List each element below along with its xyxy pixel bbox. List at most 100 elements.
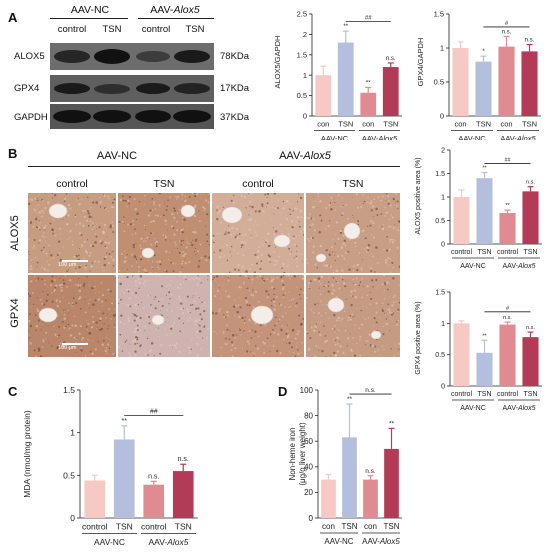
tissue-speckle [179,355,181,357]
tissue-speckle [335,295,338,299]
tissue-speckle [229,251,231,253]
tissue-speckle [114,275,116,277]
tissue-speckle [58,334,61,337]
tissue-speckle [344,325,346,328]
tissue-speckle [293,297,295,300]
tissue-speckle [34,197,37,200]
tissue-speckle [367,317,370,319]
tissue-speckle [346,218,349,220]
tissue-speckle [253,352,255,355]
tissue-speckle [92,303,95,306]
tissue-speckle [141,288,143,290]
tissue-speckle [228,338,231,340]
tissue-speckle [310,237,313,240]
tissue-speckle [103,323,105,325]
tissue-speckle [118,279,120,282]
tissue-speckle [144,353,147,356]
tissue-speckle [287,271,289,273]
tissue-speckle [65,193,68,195]
tissue-speckle [222,330,225,333]
tissue-speckle [317,312,321,315]
tissue-speckle [144,233,146,235]
tissue-speckle [194,320,197,323]
tissue-speckle [45,252,48,255]
significance-mark: n.s. [503,315,512,321]
tissue-speckle [196,193,199,195]
tissue-speckle [121,350,124,352]
tissue-speckle [36,309,40,313]
tissue-speckle [341,214,343,216]
tissue-speckle [298,253,301,256]
tissue-speckle [274,205,276,207]
tissue-speckle [49,222,52,225]
tissue-speckle [138,287,140,289]
tissue-speckle [32,225,35,228]
tissue-speckle [99,201,102,204]
comparison-mark: ## [150,408,158,415]
tissue-speckle [311,310,313,312]
tissue-speckle [80,244,84,247]
tissue-speckle [134,232,137,235]
tissue-speckle [33,247,35,249]
tissue-speckle [134,228,136,231]
tissue-speckle [251,263,254,266]
tissue-speckle [153,203,156,206]
tissue-speckle [78,333,81,335]
tissue-speckle [295,257,298,260]
tissue-speckle [319,333,322,337]
tissue-speckle [367,249,370,252]
tissue-speckle [62,293,64,295]
tissue-speckle [47,261,49,263]
tissue-speckle [213,330,216,333]
tissue-speckle [309,280,312,283]
tissue-speckle [92,340,94,342]
tissue-speckle [51,324,53,326]
tissue-speckle [389,330,391,331]
tissue-speckle [381,308,383,310]
tissue-speckle [193,300,196,303]
tissue-speckle [91,262,93,264]
tissue-speckle [28,292,30,296]
tissue-speckle [349,333,351,335]
tissue-speckle [134,350,137,353]
tissue-speckle [118,298,121,301]
tissue-speckle [69,230,72,233]
tissue-speckle [123,323,125,325]
x-tick-label: TSN [175,522,192,532]
tissue-speckle [143,325,146,328]
tissue-speckle [180,232,182,235]
tissue-speckle [154,296,157,298]
tissue-speckle [47,342,49,344]
tissue-speckle [78,222,82,225]
tissue-speckle [198,323,200,325]
tissue-speckle [91,222,94,225]
tissue-speckle [344,285,347,288]
tissue-speckle [180,283,182,285]
y-tick-label: 20 [304,488,313,497]
tissue-speckle [171,344,174,347]
tissue-speckle [381,283,384,286]
tissue-speckle [325,312,327,314]
tissue-speckle [270,195,273,198]
tissue-speckle [136,212,139,215]
tissue-speckle [273,227,275,229]
tissue-speckle [90,286,94,290]
tissue-speckle [118,277,120,280]
tissue-speckle [392,226,395,229]
tissue-speckle [67,214,70,217]
tissue-speckle [183,275,186,278]
tissue-speckle [213,251,215,253]
tissue-speckle [109,339,111,341]
tissue-speckle [172,227,175,229]
tissue-speckle [128,195,131,199]
tissue-speckle [179,307,183,311]
tissue-speckle [311,237,314,239]
tissue-speckle [351,295,354,297]
tissue-speckle [240,194,243,198]
tissue-speckle [225,262,228,264]
tissue-speckle [69,208,72,210]
tissue-speckle [394,193,398,195]
tissue-speckle [311,251,315,254]
tissue-speckle [134,342,137,345]
tissue-speckle [334,243,336,245]
